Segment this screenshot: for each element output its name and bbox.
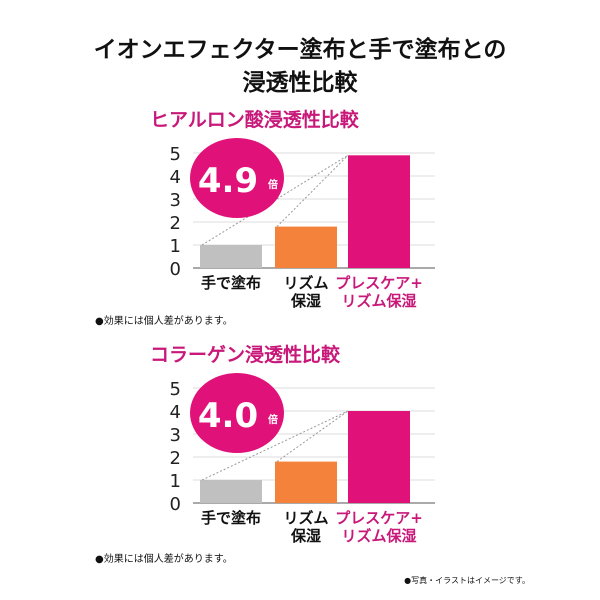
y-tick-label: 2 — [170, 448, 181, 469]
x-tick-label: リズム保湿 — [341, 292, 416, 310]
page-title-line2: 浸透性比較 — [242, 70, 358, 96]
y-tick-label: 2 — [170, 213, 181, 234]
dotted-line — [276, 410, 349, 463]
x-tick-label: プレスケア+ — [335, 274, 423, 292]
y-tick-label: 0 — [170, 494, 181, 515]
x-tick-label: リズム — [283, 509, 328, 527]
footnote: ●写真・イラストはイメージです。 — [404, 576, 530, 585]
x-tick-label: 保湿 — [290, 292, 321, 310]
y-tick-label: 4 — [170, 402, 181, 423]
badge-value: 4.9 — [198, 161, 258, 201]
badge — [190, 138, 284, 218]
bar — [275, 226, 337, 268]
chart1-note: ●効果には個人差があります。 — [95, 316, 233, 327]
x-tick-label: プレスケア+ — [335, 509, 423, 527]
x-tick-label: リズム保湿 — [341, 527, 416, 545]
badge — [190, 373, 284, 453]
page-title-line1: イオンエフェクター塗布と手で塗布との — [93, 37, 507, 63]
y-tick-label: 5 — [170, 144, 181, 165]
bar — [348, 411, 410, 503]
x-tick-label: 手で塗布 — [201, 274, 261, 292]
dotted-line — [276, 154, 349, 227]
chart1-title: ヒアルロン酸浸透性比較 — [150, 109, 359, 131]
bar — [348, 155, 410, 268]
x-tick-label: リズム — [283, 274, 328, 292]
y-tick-label: 0 — [170, 259, 181, 280]
x-tick-label: 保湿 — [290, 527, 321, 545]
x-tick-label: 手で塗布 — [201, 509, 261, 527]
chart2-title: コラーゲン浸透性比較 — [150, 344, 341, 366]
y-tick-label: 4 — [170, 167, 181, 188]
y-tick-label: 3 — [170, 425, 181, 446]
badge-unit: 倍 — [268, 413, 278, 426]
badge-unit: 倍 — [268, 178, 278, 191]
bar — [275, 461, 337, 503]
chart2-note: ●効果には個人差があります。 — [95, 554, 233, 565]
dotted-line — [201, 410, 349, 481]
badge-value: 4.0 — [198, 396, 258, 436]
bar — [200, 245, 262, 268]
y-tick-label: 1 — [170, 236, 181, 257]
y-tick-label: 3 — [170, 190, 181, 211]
bar — [200, 480, 262, 503]
y-tick-label: 1 — [170, 471, 181, 492]
y-tick-label: 5 — [170, 379, 181, 400]
